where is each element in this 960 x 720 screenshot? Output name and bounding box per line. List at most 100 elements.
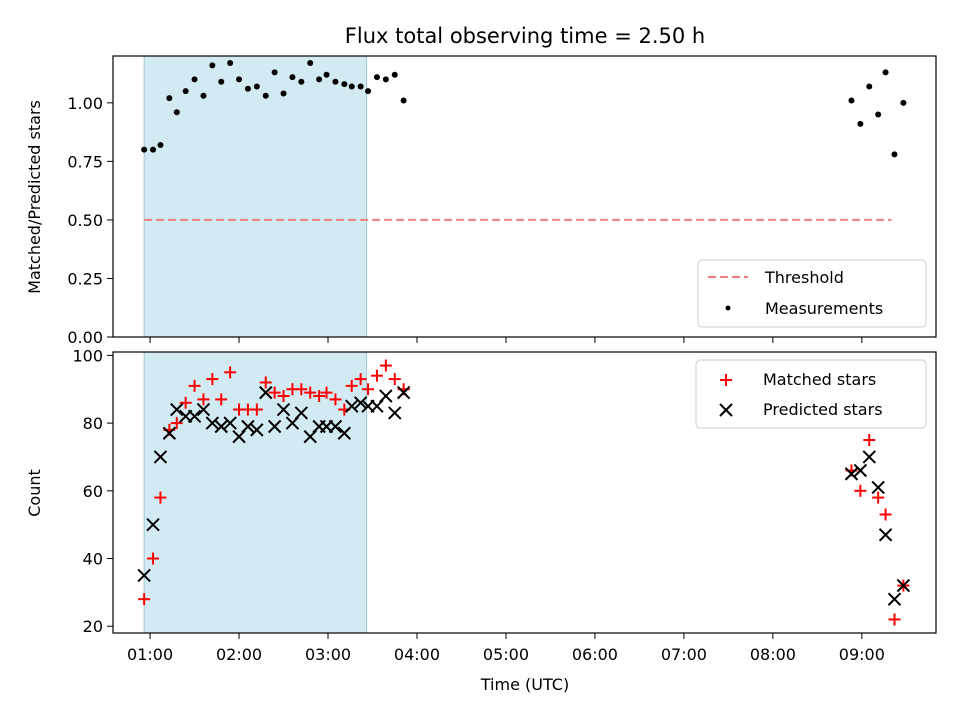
predicted-stars-point [379, 389, 393, 403]
xtick-label: 06:00 [572, 645, 618, 664]
top-ytick-label: 1.00 [67, 94, 103, 113]
matched-stars-point [362, 383, 375, 396]
measurement-point [348, 83, 355, 90]
matched-stars-point [277, 390, 290, 403]
matched-stars-point [320, 386, 333, 399]
matched-stars-point [354, 373, 367, 386]
xtick-label: 01:00 [127, 645, 173, 664]
top-ytick-label: 0.75 [67, 152, 103, 171]
matched-stars-point [329, 393, 342, 406]
matched-stars-point [138, 593, 151, 606]
xtick-label: 09:00 [839, 645, 885, 664]
measurement-point [882, 69, 889, 76]
measurement-point [391, 71, 398, 78]
bot-ytick-label: 100 [72, 346, 103, 365]
measurement-point [173, 109, 180, 116]
matched-stars-point [250, 403, 263, 416]
measurement-point [298, 78, 305, 85]
predicted-stars-point [153, 450, 168, 464]
legend-measurements-label: Measurements [765, 299, 883, 318]
matched-stars-point [206, 373, 219, 386]
bottom-legend: Matched stars Predicted stars [695, 359, 927, 429]
predicted-stars-point [187, 409, 202, 424]
predicted-stars-point [250, 423, 264, 437]
bottom-plot-frame [112, 351, 937, 634]
matched-stars-point [345, 379, 358, 392]
predicted-stars-point [871, 480, 885, 495]
predicted-stars-point [878, 528, 893, 542]
measurement-point [332, 78, 339, 85]
measurement-point [848, 97, 855, 104]
matched-stars-point [854, 484, 867, 497]
matched-stars-point [147, 552, 160, 565]
matched-stars-point [224, 366, 237, 379]
measurement-point [141, 146, 148, 153]
predicted-stars-point [162, 426, 177, 440]
predicted-stars-point [205, 416, 220, 430]
bottom-panel: 20 40 60 80 100 01:00 02:00 03:00 04:00 05:00 06:… [25, 346, 937, 694]
top-observing-span [143, 55, 368, 338]
predicted-stars-point [137, 568, 151, 583]
predicted-stars-point [170, 402, 184, 417]
measurement-point [200, 92, 207, 99]
xtick-label: 07:00 [661, 645, 707, 664]
matched-stars-point [259, 376, 272, 389]
legend-matched-label: Matched stars [763, 370, 876, 389]
predicted-stars-point [267, 419, 282, 434]
legend-threshold-label: Threshold [764, 268, 844, 287]
measurement-point [323, 71, 330, 78]
xtick-label: 04:00 [394, 645, 440, 664]
predicted-stars-point [276, 402, 291, 417]
measurement-point [262, 92, 269, 99]
legend-predicted-label: Predicted stars [763, 400, 883, 419]
predicted-stars-point [337, 426, 352, 440]
measurement-point [373, 74, 380, 81]
measurement-point [341, 81, 348, 88]
matched-stars-point [388, 373, 401, 386]
top-panel: 0.00 0.25 0.50 0.75 1.00 Matched/Predicted s… [25, 55, 937, 347]
predicted-stars-point [259, 385, 273, 400]
matched-stars-point [154, 491, 167, 504]
predicted-stars-point [223, 416, 237, 430]
measurement-point [191, 76, 198, 83]
measurement-point [218, 78, 225, 85]
measurement-point [150, 146, 157, 153]
predicted-stars-point [388, 406, 402, 420]
predicted-stars-point [896, 578, 911, 593]
xtick-label: 03:00 [305, 645, 351, 664]
measurement-point [182, 88, 189, 95]
bot-observing-span [143, 351, 368, 634]
predicted-stars-point [146, 517, 160, 532]
predicted-stars-point [214, 419, 228, 434]
top-ytick-label: 0.50 [67, 211, 103, 230]
matched-stars-point [268, 386, 281, 399]
predicted-stars-point [294, 406, 309, 420]
bot-ytick-label: 40 [83, 550, 103, 569]
xtick-label: 05:00 [483, 645, 529, 664]
matched-stars-point [872, 491, 885, 504]
top-ytick-label: 0.25 [67, 269, 103, 288]
measurement-point [236, 76, 243, 83]
measurement-point [866, 83, 873, 90]
measurement-point [857, 120, 864, 127]
matched-stars-point [888, 613, 901, 626]
measurement-point [209, 62, 216, 69]
measurement-point [227, 60, 234, 67]
matched-stars-point [879, 508, 892, 521]
predicted-stars-point [328, 419, 343, 434]
predicted-stars-point [345, 399, 359, 413]
measurement-point [365, 88, 372, 95]
bot-ytick-label: 20 [83, 617, 103, 636]
measurement-point [157, 141, 164, 148]
matched-stars-point [179, 396, 192, 409]
measurement-point [382, 76, 389, 83]
figure-title: Flux total observing time = 2.50 h [345, 24, 705, 48]
bottom-y-axis-label: Count [25, 469, 44, 517]
measurement-point [400, 97, 407, 104]
matched-stars-point [379, 359, 392, 372]
measurement-point [875, 111, 882, 118]
predicted-stars-point [241, 419, 255, 434]
predicted-stars-point [353, 396, 368, 410]
predicted-stars-point [396, 385, 411, 400]
matched-stars-point [304, 386, 317, 399]
